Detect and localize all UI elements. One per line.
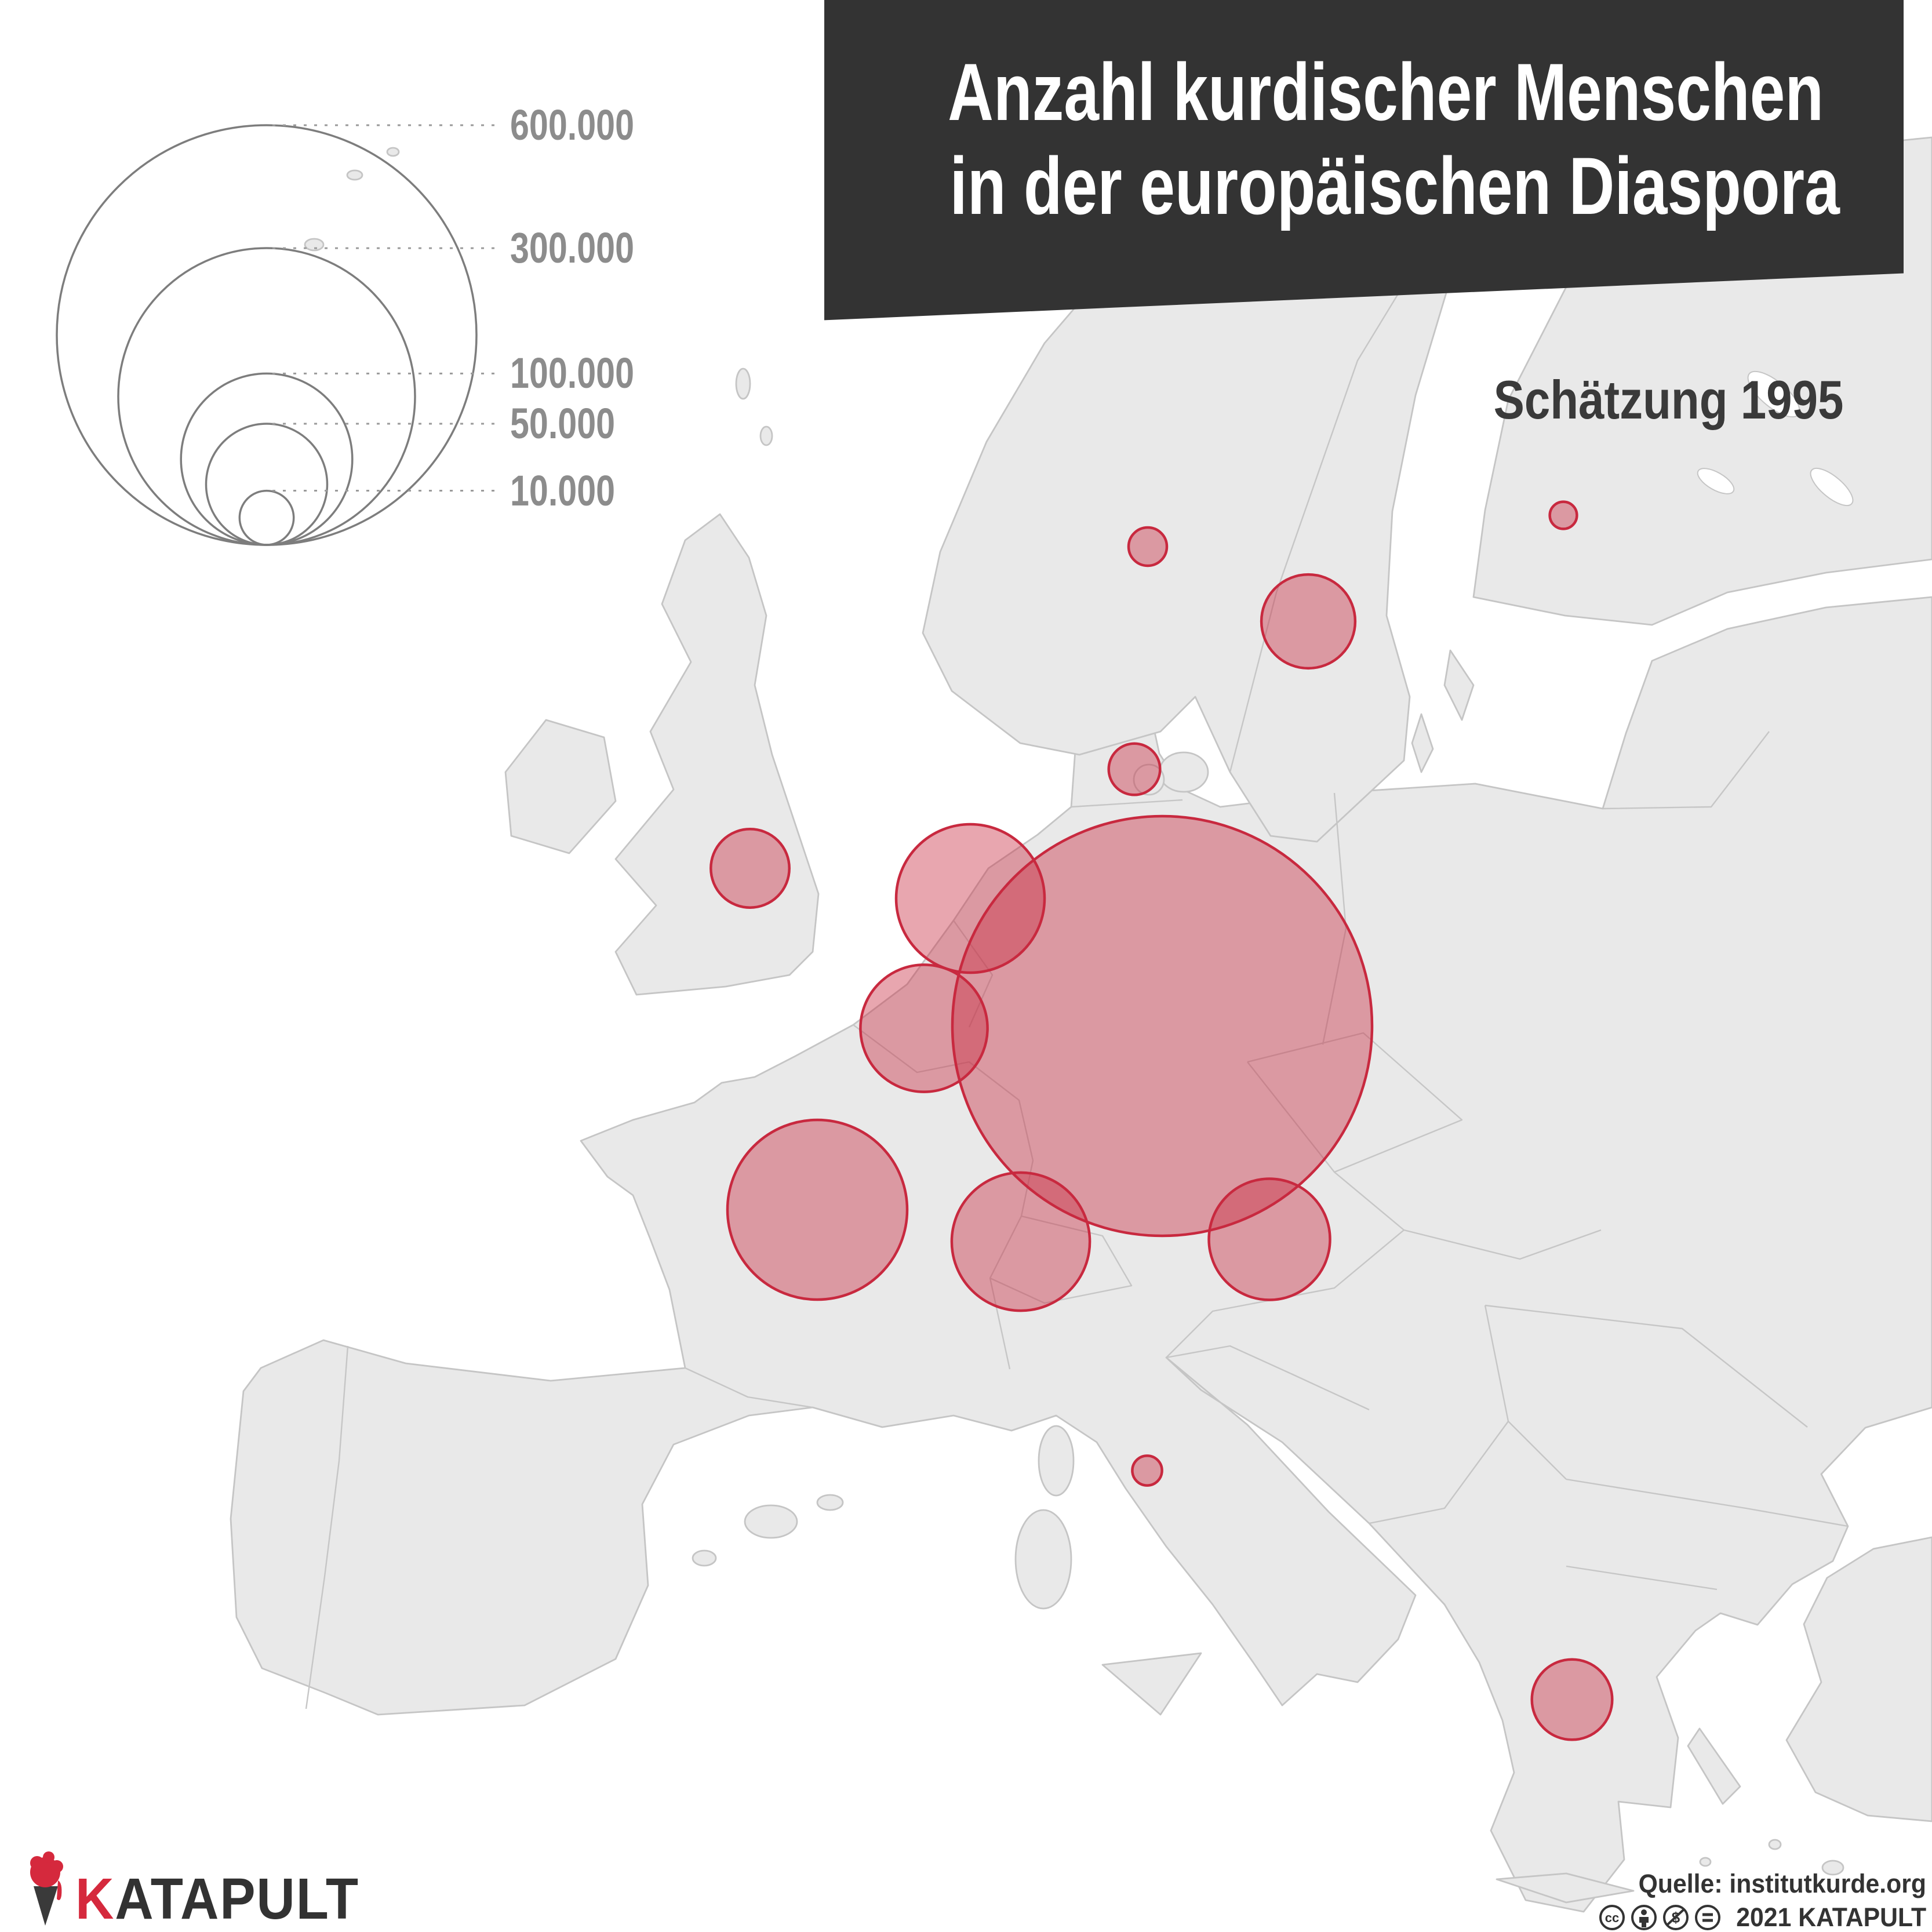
turkey-shape xyxy=(1785,1536,1932,1822)
license-year-brand: 2021 KATAPULT xyxy=(1736,1902,1926,1932)
border-bulgaria-north xyxy=(1566,1478,1849,1527)
atlantic-islet-1 xyxy=(346,169,363,181)
border-pyrenees xyxy=(685,1367,813,1409)
fyn-island xyxy=(1133,763,1165,796)
legend-label-50.000: 50.000 xyxy=(510,399,616,447)
sicily-island xyxy=(1101,1652,1202,1716)
lake-ladoga xyxy=(1747,370,1800,418)
bubble-Großbritannien xyxy=(710,828,791,909)
border-czechia xyxy=(1247,1032,1463,1173)
border-baltics xyxy=(1602,731,1770,810)
population-bubbles xyxy=(710,500,1614,1741)
border-switzerland xyxy=(989,1215,1133,1304)
legend-circles xyxy=(56,124,499,546)
license-row: cc $ 2021 KATAPULT xyxy=(1599,1902,1926,1932)
border-france-east xyxy=(853,1024,1034,1370)
faroe-islet xyxy=(304,238,325,252)
menorca-island xyxy=(816,1494,844,1511)
brand-logo: KATAPULT xyxy=(23,1850,384,1928)
border-germany-poland xyxy=(1322,792,1347,1045)
source-credit: Quelle: institutkurde.org xyxy=(1638,1869,1926,1898)
bubble-Belgien xyxy=(859,963,989,1093)
aegean-islet-2 xyxy=(1699,1857,1712,1867)
cc-icon: cc xyxy=(1599,1905,1625,1930)
brand-wordmark: KATAPULT xyxy=(75,1870,359,1928)
border-romania xyxy=(1485,1304,1808,1428)
border-austria-south xyxy=(1166,1171,1405,1358)
nd-icon xyxy=(1694,1905,1720,1930)
orkney-islet xyxy=(759,425,773,446)
bubble-Frankreich xyxy=(726,1118,909,1301)
sardinia-island xyxy=(1014,1509,1072,1610)
brand-k: K xyxy=(75,1866,115,1931)
legend-label-600.000: 600.000 xyxy=(510,101,634,149)
border-hungary xyxy=(1403,1229,1602,1260)
legend-label-100.000: 100.000 xyxy=(510,349,634,398)
title-line-1: Anzahl kurdischer Menschen xyxy=(948,46,1824,137)
zealand-island xyxy=(1158,751,1209,793)
title-line-2: in der europäischen Diaspora xyxy=(949,140,1840,231)
shetland-islet xyxy=(735,368,751,400)
mallorca-island xyxy=(744,1504,798,1539)
subtitle-estimate-year: Schätzung 1995 xyxy=(1493,369,1843,430)
bubble-Norwegen xyxy=(1127,526,1169,567)
svg-text:cc: cc xyxy=(1605,1911,1619,1925)
bubble-Finnland xyxy=(1548,500,1578,530)
page-title: Anzahl kurdischer Menschen in der europä… xyxy=(824,0,1904,233)
bubble-Deutschland xyxy=(951,814,1374,1238)
legend-circle-600.000 xyxy=(56,124,478,546)
nc-icon: $ xyxy=(1662,1905,1689,1930)
legend-label-300.000: 300.000 xyxy=(510,224,634,272)
by-icon xyxy=(1631,1905,1657,1930)
bubble-Schweden xyxy=(1260,573,1357,670)
border-denmark-germany xyxy=(1071,799,1183,808)
continent-shape xyxy=(230,596,1932,1913)
border-croatia xyxy=(1166,1345,1370,1411)
rhodes-island xyxy=(1821,1860,1844,1876)
border-bosnia xyxy=(1369,1421,1509,1525)
bubble-Griechenland xyxy=(1530,1658,1614,1741)
legend-circle-10.000 xyxy=(238,489,295,546)
source-license-block: Quelle: institutkurde.org cc $ 2021 xyxy=(1599,1869,1926,1932)
crete-island xyxy=(1496,1872,1635,1904)
legend-circle-100.000 xyxy=(180,372,354,546)
aegean-islet-1 xyxy=(1768,1839,1782,1850)
oland-island xyxy=(1411,713,1434,773)
bubble-Dänemark xyxy=(1107,742,1162,796)
bubble-Schweiz xyxy=(950,1171,1091,1312)
ireland-shape xyxy=(504,719,617,854)
atlantic-islet-2 xyxy=(386,147,400,157)
lake-onega xyxy=(1810,467,1854,507)
ibiza-island xyxy=(692,1549,717,1567)
legend-circle-300.000 xyxy=(117,247,416,546)
border-bulgaria-greece xyxy=(1566,1565,1718,1591)
brand-rest: ATAPULT xyxy=(115,1866,359,1931)
border-portugal-spain xyxy=(305,1345,349,1709)
lake-saimaa xyxy=(1697,468,1735,494)
bubble-Österreich xyxy=(1207,1177,1331,1301)
legend-circle-50.000 xyxy=(205,423,329,546)
title-banner: Anzahl kurdischer Menschen in der europä… xyxy=(824,0,1904,321)
corsica-island xyxy=(1038,1425,1075,1497)
gotland-island xyxy=(1443,649,1475,721)
icecream-torch-icon xyxy=(30,1851,63,1926)
great-britain-shape xyxy=(614,513,820,996)
bubble-Niederlande xyxy=(894,823,1046,974)
euboea-island xyxy=(1687,1727,1741,1805)
bubble-Italien xyxy=(1131,1454,1163,1487)
border-benelux xyxy=(953,920,994,1028)
legend-label-10.000: 10.000 xyxy=(510,466,616,515)
